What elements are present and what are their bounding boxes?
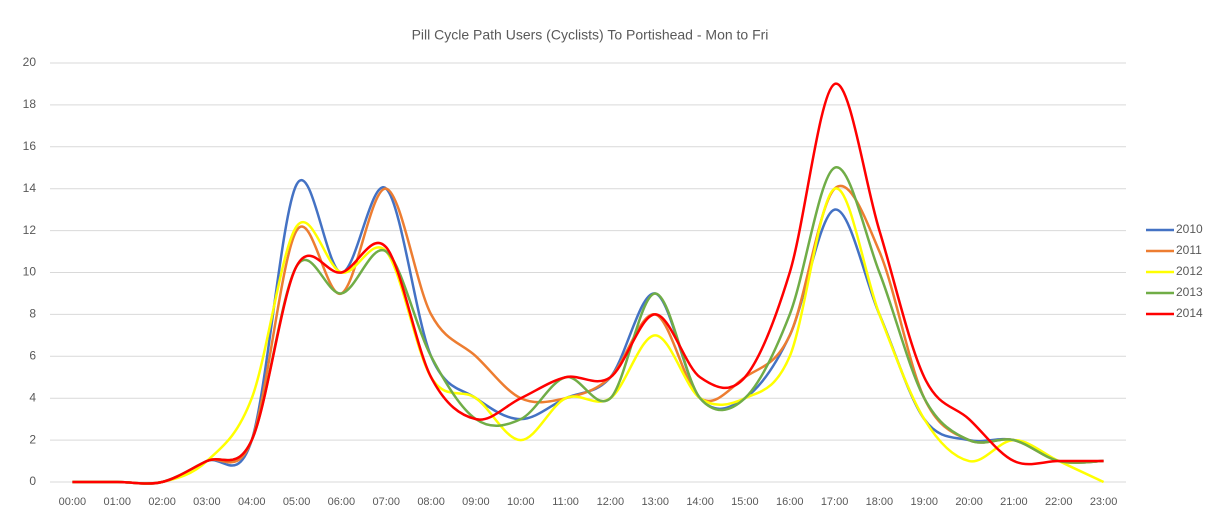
y-tick-label: 4 [29, 390, 36, 404]
x-tick-label: 01:00 [103, 496, 131, 508]
chart-title: Pill Cycle Path Users (Cyclists) To Port… [412, 27, 769, 43]
x-tick-label: 17:00 [821, 496, 849, 508]
x-tick-label: 03:00 [193, 496, 221, 508]
series-line [72, 187, 1105, 485]
y-tick-label: 14 [23, 181, 37, 195]
y-tick-label: 12 [23, 223, 37, 237]
legend-label: 2010 [1176, 222, 1203, 236]
x-tick-label: 00:00 [59, 496, 87, 508]
y-tick-label: 6 [29, 348, 36, 362]
x-tick-label: 07:00 [372, 496, 400, 508]
y-tick-label: 18 [23, 97, 37, 111]
x-tick-label: 22:00 [1045, 496, 1073, 508]
series-line [72, 82, 1104, 485]
y-tick-label: 8 [29, 307, 36, 321]
legend-label: 2013 [1176, 285, 1203, 299]
x-tick-label: 15:00 [731, 496, 759, 508]
x-tick-label: 05:00 [283, 496, 311, 508]
x-tick-label: 21:00 [1000, 496, 1028, 508]
y-tick-label: 16 [23, 139, 37, 153]
x-tick-label: 19:00 [910, 496, 938, 508]
x-tick-label: 14:00 [686, 496, 714, 508]
x-tick-label: 20:00 [955, 496, 983, 508]
x-tick-label: 18:00 [866, 496, 894, 508]
x-tick-label: 12:00 [597, 496, 625, 508]
x-tick-label: 16:00 [776, 496, 804, 508]
y-tick-label: 10 [23, 265, 37, 279]
series-line [72, 179, 1104, 485]
y-tick-label: 2 [29, 432, 36, 446]
x-tick-label: 02:00 [148, 496, 176, 508]
legend-label: 2012 [1176, 264, 1203, 278]
y-tick-label: 0 [29, 474, 36, 488]
x-tick-label: 13:00 [641, 496, 669, 508]
x-tick-label: 04:00 [238, 496, 266, 508]
x-tick-label: 11:00 [552, 496, 579, 508]
legend-label: 2011 [1176, 243, 1202, 257]
y-tick-label: 20 [23, 55, 37, 69]
x-tick-label: 23:00 [1090, 496, 1118, 508]
x-tick-label: 06:00 [328, 496, 356, 508]
x-tick-label: 10:00 [507, 496, 535, 508]
x-tick-label: 09:00 [462, 496, 490, 508]
legend-label: 2014 [1176, 306, 1203, 320]
x-tick-label: 08:00 [417, 496, 445, 508]
